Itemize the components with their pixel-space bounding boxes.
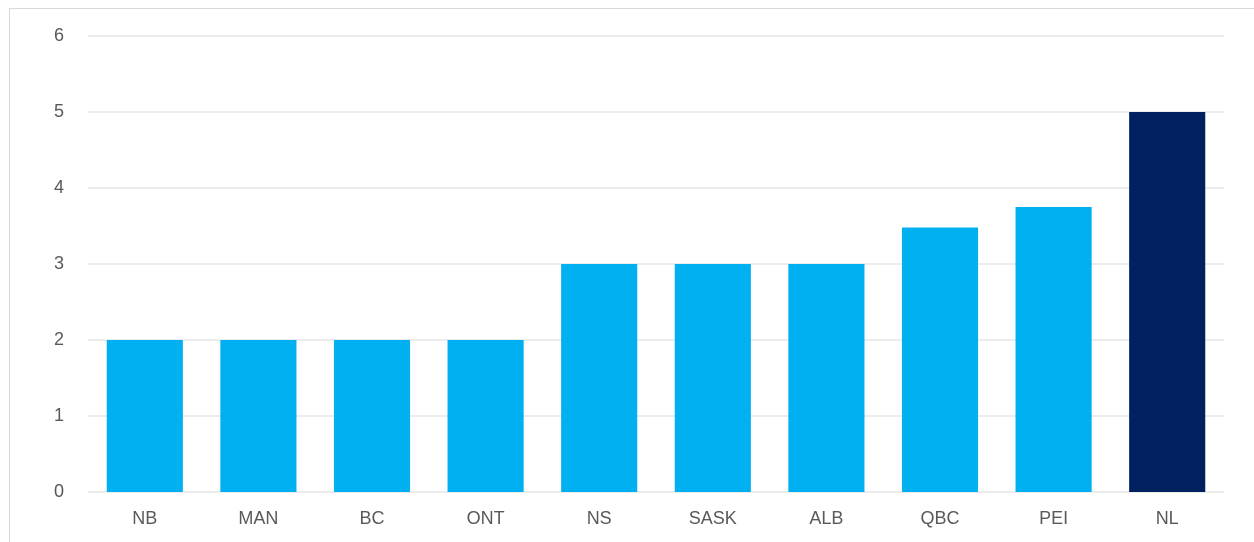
y-tick-label: 3 (54, 253, 64, 273)
bar (447, 340, 524, 492)
bar (788, 264, 865, 492)
bar (220, 340, 297, 492)
x-tick-label: QBC (920, 508, 959, 528)
x-tick-label: PEI (1039, 508, 1068, 528)
x-tick-label: NL (1156, 508, 1179, 528)
bar (561, 264, 638, 492)
x-tick-label: NB (132, 508, 157, 528)
x-tick-label: NS (587, 508, 612, 528)
y-tick-label: 6 (54, 25, 64, 45)
bar (1015, 207, 1092, 492)
y-tick-label: 2 (54, 329, 64, 349)
bar (1129, 112, 1206, 492)
y-tick-label: 5 (54, 101, 64, 121)
bar (674, 264, 751, 492)
x-tick-label: SASK (689, 508, 737, 528)
y-tick-label: 0 (54, 481, 64, 501)
x-tick-label: ALB (809, 508, 843, 528)
y-tick-label: 4 (54, 177, 64, 197)
bar (106, 340, 183, 492)
x-tick-label: ONT (467, 508, 505, 528)
bar (333, 340, 411, 492)
chart-frame (9, 8, 1254, 542)
x-tick-label: BC (359, 508, 384, 528)
y-tick-label: 1 (54, 405, 64, 425)
x-tick-label: MAN (238, 508, 278, 528)
bar (901, 227, 979, 492)
